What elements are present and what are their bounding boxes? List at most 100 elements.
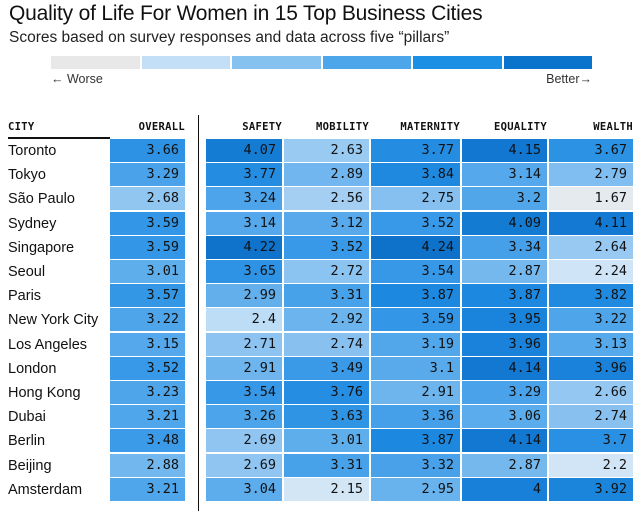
heatmap-cell-overall: 3.48 <box>110 429 185 453</box>
heatmap-cell-mobility: 2.15 <box>284 477 369 501</box>
heatmap-cell-mobility: 3.01 <box>284 429 369 453</box>
heatmap-cell-maternity: 2.91 <box>371 381 460 404</box>
table-row: New York City 3.22 2.4 2.92 3.59 3.95 3.22 <box>0 308 640 332</box>
heatmap-cell-safety: 2.4 <box>206 308 282 332</box>
heatmap-cell-overall: 3.01 <box>110 260 185 283</box>
table-row: Seoul 3.01 3.65 2.72 3.54 2.87 2.24 <box>0 260 640 284</box>
city-label: Seoul <box>8 264 46 280</box>
heatmap-cell-mobility: 3.76 <box>284 381 369 404</box>
heatmap-cell-maternity: 3.87 <box>371 284 460 308</box>
city-label: London <box>8 360 57 377</box>
heatmap-cell-wealth: 1.67 <box>549 187 633 211</box>
table-row: Tokyo 3.29 3.77 2.89 3.84 3.14 2.79 <box>0 163 640 187</box>
heatmap-cell-wealth: 2.24 <box>549 260 633 283</box>
heatmap-cell-equality: 4.14 <box>462 429 547 453</box>
heatmap-cell-wealth: 3.96 <box>549 356 633 380</box>
scale-worse-label: ← Worse <box>51 72 103 86</box>
heatmap-cell-equality: 2.87 <box>462 453 547 477</box>
heatmap-cell-overall: 3.21 <box>110 405 185 429</box>
heatmap-cell-safety: 2.91 <box>206 356 282 380</box>
heatmap-cell-safety: 2.99 <box>206 284 282 308</box>
heatmap-cell-wealth: 2.74 <box>549 405 633 429</box>
table-row: Singapore 3.59 4.22 3.52 4.24 3.34 2.64 <box>0 235 640 260</box>
table-row: Toronto 3.66 4.07 2.63 3.77 4.15 3.67 <box>0 139 640 163</box>
scale-swatch-4 <box>322 56 411 69</box>
heatmap-cell-wealth: 4.11 <box>549 211 633 235</box>
city-header-underline <box>8 137 110 139</box>
heatmap-cell-wealth: 2.2 <box>549 453 633 477</box>
table-row: Beijing 2.88 2.69 3.31 3.32 2.87 2.2 <box>0 453 640 478</box>
city-label: Berlin <box>8 433 46 450</box>
column-header-city: CITY <box>8 121 35 133</box>
heatmap-cell-mobility: 3.49 <box>284 356 369 380</box>
chart-title: Quality of Life For Women in 15 Top Busi… <box>9 2 483 25</box>
column-header-safety: SAFETY <box>242 121 282 133</box>
table-row: Dubai 3.21 3.26 3.63 3.36 3.06 2.74 <box>0 405 640 429</box>
heatmap-cell-mobility: 2.74 <box>284 332 369 356</box>
heatmap-cell-maternity: 3.77 <box>371 139 460 162</box>
heatmap-cell-overall: 2.68 <box>110 187 185 211</box>
heatmap-cell-mobility: 2.89 <box>284 163 369 187</box>
heatmap-cell-equality: 3.96 <box>462 332 547 356</box>
heatmap-cell-equality: 2.87 <box>462 260 547 283</box>
table-row: Amsterdam 3.21 3.04 2.15 2.95 4 3.92 <box>0 477 640 502</box>
heatmap-cell-equality: 3.2 <box>462 187 547 211</box>
heatmap-cell-wealth: 3.22 <box>549 308 633 332</box>
heatmap-cell-overall: 3.57 <box>110 284 185 308</box>
heatmap-cell-overall: 3.66 <box>110 139 185 162</box>
heatmap-cell-wealth: 2.66 <box>549 381 633 404</box>
column-header-equality: EQUALITY <box>494 121 547 133</box>
heatmap-cell-wealth: 3.7 <box>549 429 633 453</box>
heatmap-cell-wealth: 3.92 <box>549 477 633 501</box>
heatmap-cell-maternity: 3.54 <box>371 260 460 283</box>
heatmap-cell-maternity: 3.59 <box>371 308 460 332</box>
city-label: New York City <box>8 312 99 329</box>
table-row: London 3.52 2.91 3.49 3.1 4.14 3.96 <box>0 356 640 381</box>
heatmap-cell-maternity: 3.32 <box>371 453 460 477</box>
table-row: São Paulo 2.68 3.24 2.56 2.75 3.2 1.67 <box>0 187 640 211</box>
heatmap-cell-safety: 2.69 <box>206 453 282 477</box>
heatmap-cell-overall: 2.88 <box>110 453 185 477</box>
city-label: Amsterdam <box>8 481 83 498</box>
heatmap-cell-wealth: 3.13 <box>549 332 633 356</box>
heatmap-cell-safety: 3.77 <box>206 163 282 187</box>
city-label: Toronto <box>8 143 57 159</box>
heatmap-cell-safety: 2.69 <box>206 429 282 453</box>
heatmap-cell-equality: 3.29 <box>462 381 547 404</box>
heatmap-cell-mobility: 3.31 <box>284 453 369 477</box>
heatmap-cell-mobility: 3.12 <box>284 211 369 235</box>
heatmap-cell-equality: 4 <box>462 477 547 501</box>
heatmap-cell-maternity: 3.84 <box>371 163 460 187</box>
heatmap-cell-overall: 3.22 <box>110 308 185 332</box>
heatmap-cell-overall: 3.15 <box>110 332 185 356</box>
scale-swatch-5 <box>413 56 502 69</box>
heatmap-cell-safety: 4.22 <box>206 235 282 259</box>
heatmap-cell-mobility: 2.56 <box>284 187 369 211</box>
heatmap-cell-safety: 2.71 <box>206 332 282 356</box>
heatmap-cell-maternity: 3.1 <box>371 356 460 380</box>
heatmap-cell-safety: 3.14 <box>206 211 282 235</box>
heatmap-cell-maternity: 2.95 <box>371 477 460 501</box>
heatmap-cell-safety: 3.26 <box>206 405 282 429</box>
heatmap-cell-safety: 4.07 <box>206 139 282 162</box>
heatmap-cell-equality: 4.09 <box>462 211 547 235</box>
heatmap-cell-wealth: 2.64 <box>549 235 633 259</box>
heatmap-cell-overall: 3.23 <box>110 381 185 404</box>
heatmap-cell-equality: 4.15 <box>462 139 547 162</box>
heatmap-cell-overall: 3.21 <box>110 477 185 501</box>
table-row: Berlin 3.48 2.69 3.01 3.87 4.14 3.7 <box>0 429 640 453</box>
heatmap-cell-equality: 3.87 <box>462 284 547 308</box>
heatmap-cell-safety: 3.65 <box>206 260 282 283</box>
heatmap-cell-overall: 3.29 <box>110 163 185 187</box>
heatmap-cell-overall: 3.59 <box>110 211 185 235</box>
scale-swatch-3 <box>232 56 321 69</box>
heatmap-cell-equality: 3.95 <box>462 308 547 332</box>
city-label: Dubai <box>8 409 46 426</box>
heatmap-cell-mobility: 2.92 <box>284 308 369 332</box>
heatmap-cell-maternity: 3.36 <box>371 405 460 429</box>
heatmap-cell-equality: 3.06 <box>462 405 547 429</box>
table-row: Hong Kong 3.23 3.54 3.76 2.91 3.29 2.66 <box>0 381 640 405</box>
city-label: Paris <box>8 288 42 305</box>
column-header-overall: OVERALL <box>138 121 185 133</box>
column-divider <box>198 115 199 511</box>
